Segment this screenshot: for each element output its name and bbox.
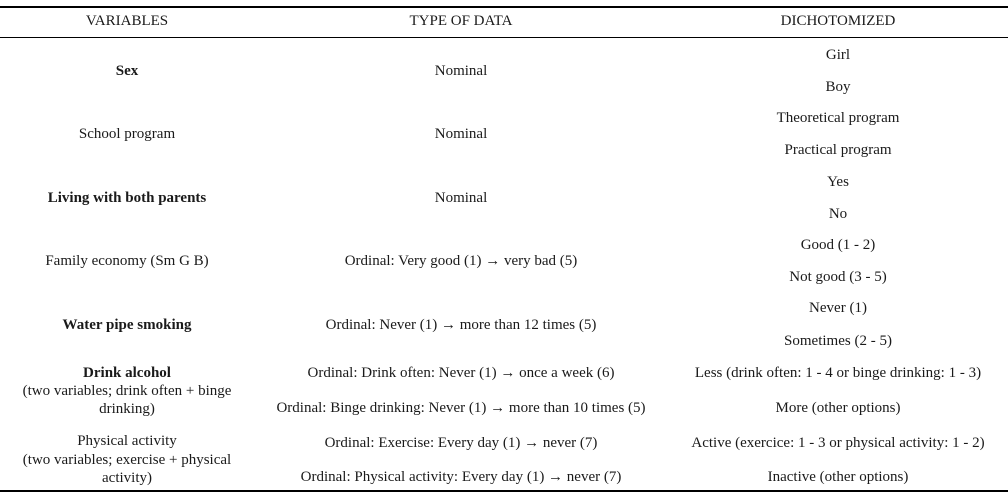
row-dich-option: Never (1) [809,300,867,316]
table-bottom-rule [0,490,1008,492]
row-variable: Water pipe smoking [62,317,192,333]
row-type: Nominal [434,126,488,142]
row-dich-option: No [828,206,848,222]
row-dich-option: Boy [825,79,851,95]
row-variable: Drink alcohol [83,365,171,381]
row-variable: Sex [115,63,139,79]
row-dich-option: Inactive (other options) [767,469,909,485]
row-variable: Living with both parents [47,190,207,206]
header-dichotomized: DICHOTOMIZED [780,13,896,29]
table-header-rule [0,37,1008,38]
row-dich-option: More (other options) [775,400,901,416]
row-variable-note: (two variables; drink often + binge [22,383,232,399]
row-type: Ordinal: Drink often: Never (1) → once a… [307,365,615,381]
row-variable: Family economy (Sm G B) [45,253,209,269]
row-type: Ordinal: Very good (1) → very bad (5) [344,253,578,269]
row-variable-note: (two variables; exercise + physical [22,452,232,468]
row-type: Nominal [434,63,488,79]
row-type: Ordinal: Exercise: Every day (1) → never… [324,435,598,451]
row-dich-option: Not good (3 - 5) [789,269,887,285]
row-dich-option: Girl [825,47,851,63]
row-variable: School program [78,126,176,142]
row-dich-option: Active (exercice: 1 - 3 or physical acti… [691,435,985,451]
row-type: Ordinal: Binge drinking: Never (1) → mor… [276,400,646,416]
row-variable-note: drinking) [99,401,155,417]
row-type: Ordinal: Physical activity: Every day (1… [300,469,622,485]
row-dich-option: Sometimes (2 - 5) [784,333,892,349]
table-top-rule [0,6,1008,8]
row-dich-option: Good (1 - 2) [800,237,876,253]
row-dich-option: Theoretical program [776,110,900,126]
row-dich-option: Practical program [784,142,892,158]
row-dich-option: Yes [827,174,849,190]
row-variable-note: activity) [102,470,152,486]
row-variable: Physical activity [77,433,177,449]
header-type-of-data: TYPE OF DATA [409,13,513,29]
row-type: Ordinal: Never (1) → more than 12 times … [325,317,597,333]
header-variables: VARIABLES [85,13,169,29]
row-type: Nominal [434,190,488,206]
row-dich-option: Less (drink often: 1 - 4 or binge drinki… [694,365,982,381]
